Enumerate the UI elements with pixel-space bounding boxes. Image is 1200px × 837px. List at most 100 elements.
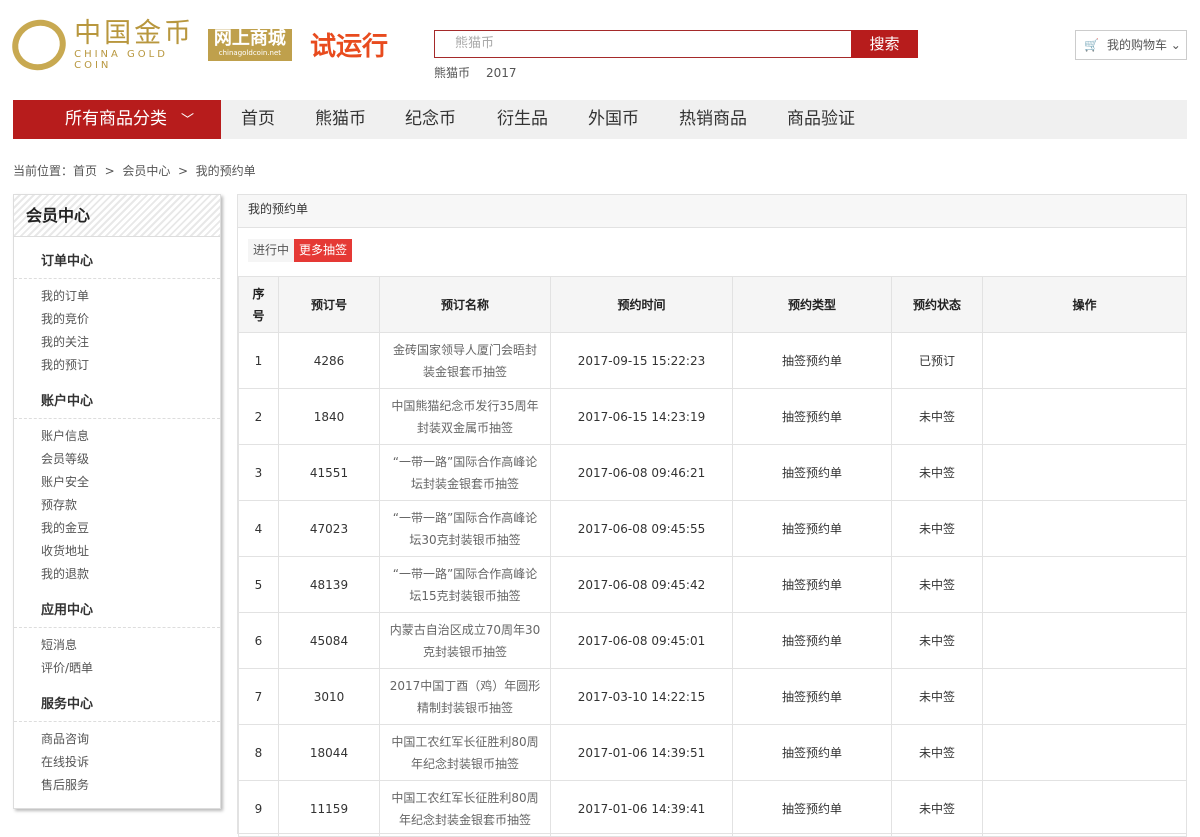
- sidebar-group-title: 应用中心: [14, 594, 220, 628]
- table-cell[interactable]: “一带一路”国际合作高峰论坛封装金银套币抽签: [379, 444, 551, 501]
- table-cell: 2017-06-08 09:45:55: [550, 500, 733, 557]
- table-cell: [982, 780, 1187, 837]
- table-cell[interactable]: 金砖国家领导人厦门会晤封装金银套币抽签: [379, 332, 551, 389]
- table-cell: 未中签: [891, 668, 983, 725]
- table-cell: 11159: [278, 780, 380, 837]
- table-cell: [982, 668, 1187, 725]
- table-cell[interactable]: 中国熊猫纪念币发行35周年封装双金属币抽签: [379, 388, 551, 445]
- table-cell: 抽签预约单: [732, 332, 892, 389]
- table-cell: [982, 556, 1187, 613]
- chevron-down-icon: ﹀: [181, 113, 195, 128]
- breadcrumb: 当前位置：首页 > 会员中心 > 我的预约单: [13, 164, 256, 178]
- table-cell: 未中签: [891, 724, 983, 781]
- nav-item[interactable]: 热销商品: [679, 109, 747, 129]
- table-cell: 2017-03-10 14:22:15: [550, 668, 733, 725]
- sidebar-link[interactable]: 短消息: [41, 638, 78, 652]
- table-cell: 47023: [278, 500, 380, 557]
- column-header: 预约时间: [550, 276, 733, 333]
- table-cell: 9: [238, 780, 279, 837]
- table-cell: 未中签: [891, 780, 983, 837]
- nav-item[interactable]: 衍生品: [497, 109, 548, 129]
- table-cell[interactable]: 中国工农红军长征胜利80周年纪念封装银币抽签: [379, 724, 551, 781]
- logo-subtext: CHINA GOLD COIN: [74, 49, 168, 71]
- table-row: 9 11159 中国工农红军长征胜利80周年纪念封装金银套币抽签 2017-01-06…: [238, 780, 1187, 837]
- tab-in-progress[interactable]: 进行中: [248, 239, 295, 262]
- sidebar-link[interactable]: 我的退款: [41, 567, 90, 581]
- all-categories-button[interactable]: 所有商品分类 ﹀: [13, 100, 221, 139]
- nav-item[interactable]: 纪念币: [405, 109, 456, 129]
- table-row: 7 3010 2017中国丁酉（鸡）年圆形精制封装银币抽签 2017-03-10 14…: [238, 668, 1187, 725]
- shop-badge: 网上商城 chinagoldcoin.net: [207, 29, 292, 61]
- table-cell: 3: [238, 444, 279, 501]
- sidebar-group-title: 服务中心: [14, 688, 220, 722]
- panel-title: 我的预约单: [238, 195, 1186, 228]
- column-header: 预约类型: [732, 276, 892, 333]
- sidebar-link[interactable]: 我的金豆: [41, 521, 90, 535]
- table-cell: 6: [238, 612, 279, 669]
- table-cell: 抽签预约单: [732, 444, 892, 501]
- table-cell: 1840: [278, 388, 380, 445]
- table-cell: 未中签: [891, 612, 983, 669]
- table-cell[interactable]: 内蒙古自治区成立70周年30克封装银币抽签: [379, 612, 551, 669]
- trial-badge: 试运行: [310, 32, 389, 62]
- reservation-table: 序号 预订号 预订名称 预约时间 预约类型 预约状态 操作 1 4286 金砖国家领导人厦门会晤…: [238, 276, 1187, 837]
- breadcrumb-current: 我的预约单: [195, 164, 256, 178]
- table-cell: 未中签: [891, 388, 983, 445]
- main-nav: 所有商品分类 ﹀ 首页 熊猫币 纪念币 衍生品 外国币 热销商品 商品验证: [13, 100, 1187, 139]
- site-logo[interactable]: 中国金币 CHINA GOLD COIN 网上商城 chinagoldcoin.ne…: [5, 12, 292, 78]
- table-cell: 8: [238, 724, 279, 781]
- table-row: 6 45084 内蒙古自治区成立70周年30克封装银币抽签 2017-06-08 09…: [238, 612, 1187, 669]
- table-cell[interactable]: 2017中国丁酉（鸡）年圆形精制封装银币抽签: [379, 668, 551, 725]
- hot-keyword[interactable]: 2017: [486, 66, 517, 80]
- nav-item[interactable]: 外国币: [588, 109, 639, 129]
- table-cell: [982, 332, 1187, 389]
- sidebar-link[interactable]: 账户安全: [41, 475, 90, 489]
- column-header: 预约状态: [891, 276, 983, 333]
- sidebar-link[interactable]: 商品咨询: [41, 732, 90, 746]
- column-header: 操作: [982, 276, 1187, 333]
- table-cell: 4286: [278, 332, 380, 389]
- sidebar-link[interactable]: 收货地址: [41, 544, 90, 558]
- search-button[interactable]: 搜索: [851, 30, 918, 58]
- table-cell[interactable]: “一带一路”国际合作高峰论坛30克封装银币抽签: [379, 500, 551, 557]
- sidebar-link[interactable]: 账户信息: [41, 429, 90, 443]
- table-cell: 7: [238, 668, 279, 725]
- sidebar: 会员中心 订单中心 我的订单 我的竞价 我的关注 我的预订 账户中心 账户信息 会员等级 账户安…: [13, 194, 221, 809]
- table-cell: 3010: [278, 668, 380, 725]
- table-cell: 抽签预约单: [732, 500, 892, 557]
- search-input[interactable]: 熊猫币: [434, 30, 852, 58]
- sidebar-link[interactable]: 我的预订: [41, 358, 90, 372]
- cart-button[interactable]: 🛒 我的购物车 ⌄: [1075, 30, 1187, 60]
- sidebar-link[interactable]: 售后服务: [41, 778, 90, 792]
- table-cell: 已预订: [891, 332, 983, 389]
- hot-keyword[interactable]: 熊猫币: [434, 66, 471, 80]
- table-cell: 5: [238, 556, 279, 613]
- table-cell: 1: [238, 332, 279, 389]
- table-cell: 45084: [278, 612, 380, 669]
- hot-keywords: 熊猫币 2017: [434, 64, 533, 81]
- tab-more-lottery[interactable]: 更多抽签: [294, 239, 353, 262]
- table-cell: 2017-06-08 09:46:21: [550, 444, 733, 501]
- table-cell: 2017-06-08 09:45:01: [550, 612, 733, 669]
- sidebar-link[interactable]: 我的订单: [41, 289, 90, 303]
- table-row: 5 48139 “一带一路”国际合作高峰论坛15克封装银币抽签 2017-06-08 …: [238, 556, 1187, 613]
- nav-item[interactable]: 熊猫币: [315, 109, 366, 129]
- sidebar-link[interactable]: 我的关注: [41, 335, 90, 349]
- sidebar-link[interactable]: 我的竞价: [41, 312, 90, 326]
- nav-item[interactable]: 首页: [241, 109, 275, 129]
- logo-text: 中国金币: [74, 18, 195, 49]
- table-cell: 未中签: [891, 556, 983, 613]
- breadcrumb-link[interactable]: 首页: [73, 164, 98, 178]
- table-cell: 抽签预约单: [732, 612, 892, 669]
- breadcrumb-link[interactable]: 会员中心: [122, 164, 171, 178]
- table-cell: [982, 612, 1187, 669]
- table-cell[interactable]: 中国工农红军长征胜利80周年纪念封装金银套币抽签: [379, 780, 551, 837]
- sidebar-link[interactable]: 在线投诉: [41, 755, 90, 769]
- sidebar-link[interactable]: 评价/晒单: [41, 661, 94, 675]
- table-cell: 18044: [278, 724, 380, 781]
- table-cell[interactable]: “一带一路”国际合作高峰论坛15克封装银币抽签: [379, 556, 551, 613]
- sidebar-link[interactable]: 预存款: [41, 498, 78, 512]
- sidebar-link[interactable]: 会员等级: [41, 452, 90, 466]
- table-cell: 抽签预约单: [732, 724, 892, 781]
- nav-item[interactable]: 商品验证: [787, 109, 855, 129]
